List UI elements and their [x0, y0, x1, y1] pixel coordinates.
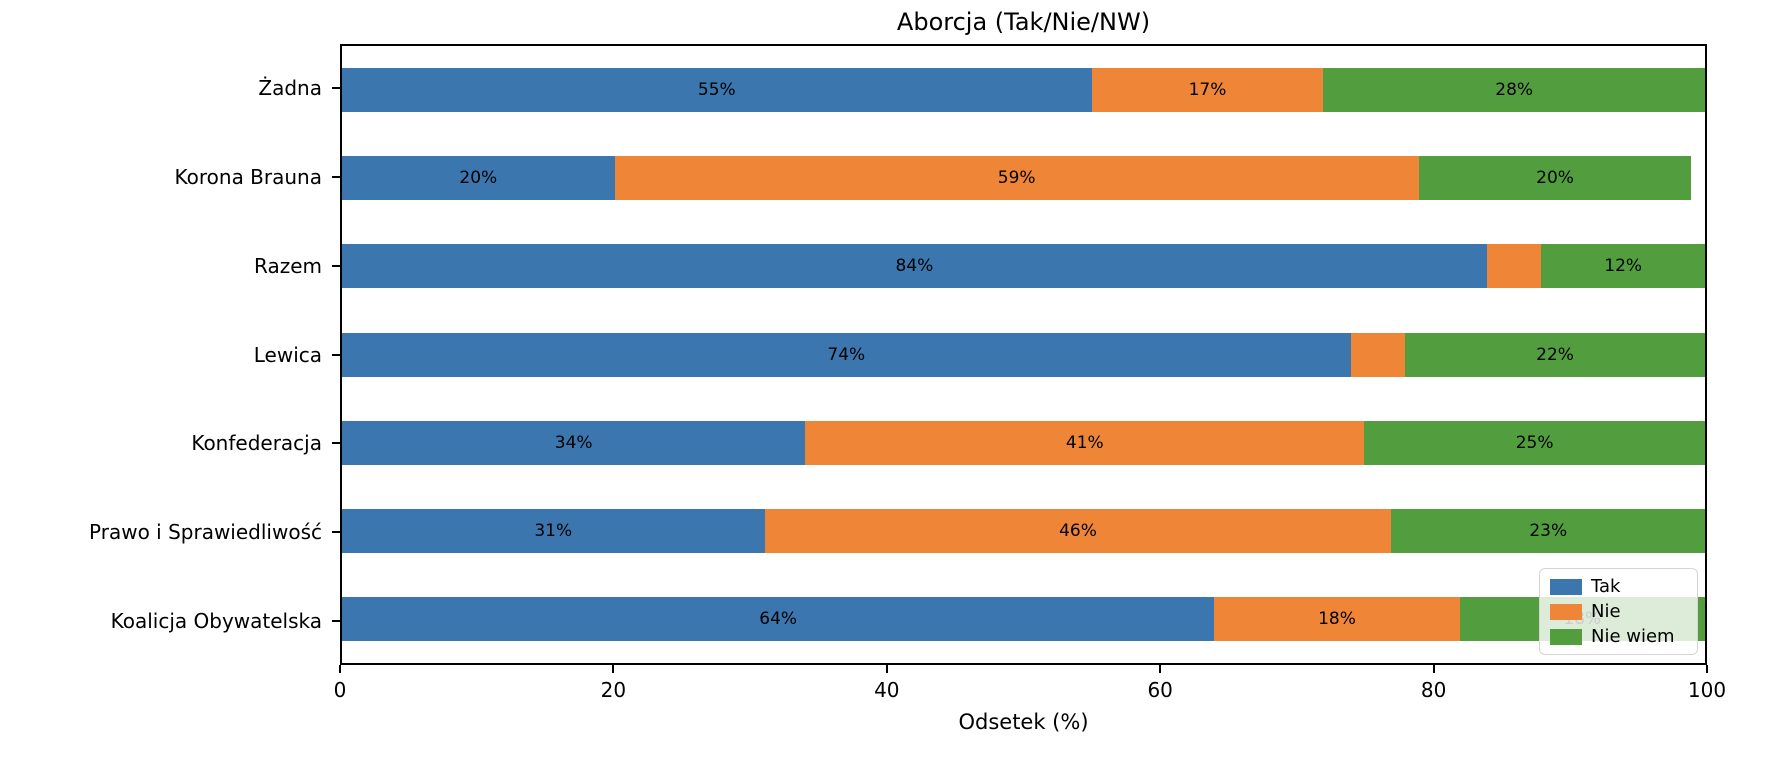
bar-value-label: 84%: [895, 256, 934, 277]
legend-entry-tak: Tak: [1550, 576, 1687, 597]
y-tick-label-1: Żadna: [258, 76, 322, 101]
bar-value-label: 20%: [1536, 168, 1574, 189]
x-tick-mark: [1159, 665, 1162, 673]
bar-value-label: 28%: [1495, 80, 1534, 101]
y-tick-label-7: Koalicja Obywatelska: [110, 608, 322, 633]
bar-row-6: 31% 46% 23%: [342, 508, 1705, 553]
bar-row-1: 55% 17% 28%: [342, 68, 1705, 113]
x-tick-mark: [1432, 665, 1435, 673]
x-tick-label-40: 40: [874, 678, 900, 702]
bar-value-label: 17%: [1188, 80, 1227, 101]
bar-segment-nie: 18%: [1214, 596, 1460, 641]
y-tick-mark: [332, 619, 340, 622]
y-tick-label-6: Prawo i Sprawiedliwość: [89, 519, 322, 544]
bar-segment-tak: 55%: [342, 68, 1092, 113]
bar-segment-tak: 20%: [342, 156, 615, 201]
x-tick-label-60: 60: [1147, 678, 1173, 702]
y-tick-mark: [332, 353, 340, 356]
x-tick-label-0: 0: [333, 678, 347, 702]
y-tick-mark: [332, 87, 340, 90]
y-axis-labels: Żadna Korona Brauna Razem Lewica Konfederacj…: [0, 44, 322, 665]
x-tick-label-100: 100: [1687, 678, 1727, 702]
bar-row-2: 20% 59% 20%: [342, 156, 1705, 201]
bar-segment-nie-wiem: 25%: [1364, 420, 1705, 465]
legend: Tak Nie Nie wiem: [1539, 568, 1698, 655]
bar-segment-nie: [1350, 332, 1406, 377]
bar-segment-tak: 34%: [342, 420, 806, 465]
bar-value-label: 20%: [459, 168, 498, 189]
x-tick-mark: [339, 665, 341, 673]
y-tick-mark: [332, 264, 340, 267]
bar-value-label: 74%: [827, 344, 866, 365]
legend-entry-nie: Nie: [1550, 601, 1687, 622]
bar-segment-nie: 41%: [805, 420, 1365, 465]
bar-row-4: 74% 22%: [342, 332, 1705, 377]
bar-segment-tak: 31%: [342, 508, 765, 553]
bar-segment-nie-wiem: 20%: [1418, 156, 1692, 201]
bar-value-label: 46%: [1059, 520, 1097, 541]
bar-row-7: 64%18%18%: [342, 596, 1705, 641]
bar-value-label: 41%: [1065, 432, 1104, 453]
bar-segment-tak: 74%: [342, 332, 1351, 377]
bar-segment-tak: 84%: [342, 244, 1487, 289]
legend-label-nie: Nie: [1591, 601, 1621, 622]
y-tick-label-2: Korona Brauna: [174, 165, 322, 190]
x-tick-label-20: 20: [600, 678, 627, 702]
legend-label-tak: Tak: [1591, 576, 1621, 597]
chart-title: Aborcja (Tak/Nie/NW): [896, 8, 1151, 36]
x-tick-mark: [612, 665, 615, 673]
bar-value-label: 18%: [1318, 608, 1356, 629]
y-tick-label-5: Konfederacja: [191, 431, 322, 456]
legend-label-nie-wiem: Nie wiem: [1591, 626, 1675, 647]
bar-segment-nie: 17%: [1091, 68, 1324, 113]
bar-value-label: 55%: [697, 80, 736, 101]
bar-value-label: 64%: [759, 608, 798, 629]
bar-row-5: 34% 41% 25%: [342, 420, 1705, 465]
x-axis-title: Odsetek (%): [958, 710, 1089, 734]
bar-segment-nie: 46%: [764, 508, 1392, 553]
x-tick-mark: [885, 665, 888, 673]
y-tick-label-4: Lewica: [253, 342, 322, 367]
legend-entry-nie-wiem: Nie wiem: [1550, 626, 1687, 647]
bar-value-label: 59%: [997, 168, 1036, 189]
bar-value-label: 31%: [534, 520, 573, 541]
y-tick-label-3: Razem: [254, 253, 322, 278]
y-tick-mark: [332, 442, 340, 445]
bar-segment-nie-wiem: 28%: [1323, 68, 1705, 113]
bar-segment-tak: 64%: [342, 596, 1215, 641]
bar-segment-nie: 59%: [614, 156, 1419, 201]
bar-segment-nie: [1486, 244, 1542, 289]
y-tick-mark: [332, 176, 340, 179]
bar-value-label: 22%: [1536, 344, 1574, 365]
bar-segment-nie-wiem: 12%: [1541, 244, 1705, 289]
legend-swatch-nie-wiem: [1550, 628, 1582, 645]
x-tick-label-80: 80: [1420, 678, 1447, 702]
legend-swatch-tak: [1550, 578, 1582, 595]
y-tick-mark: [332, 530, 340, 533]
legend-swatch-nie: [1550, 603, 1582, 620]
bar-row-3: 84% 12%: [342, 244, 1705, 289]
bar-segment-nie-wiem: 22%: [1405, 332, 1705, 377]
bar-value-label: 25%: [1515, 432, 1554, 453]
bar-segment-nie-wiem: 23%: [1391, 508, 1705, 553]
plot-area: 55% 17% 28% 20% 59% 20% 84% 12% 74% 22% 34% 41% 25% 3…: [340, 44, 1707, 665]
bar-value-label: 23%: [1529, 520, 1568, 541]
bar-value-label: 12%: [1604, 256, 1643, 277]
bar-value-label: 34%: [554, 432, 593, 453]
x-tick-mark: [1706, 665, 1708, 673]
